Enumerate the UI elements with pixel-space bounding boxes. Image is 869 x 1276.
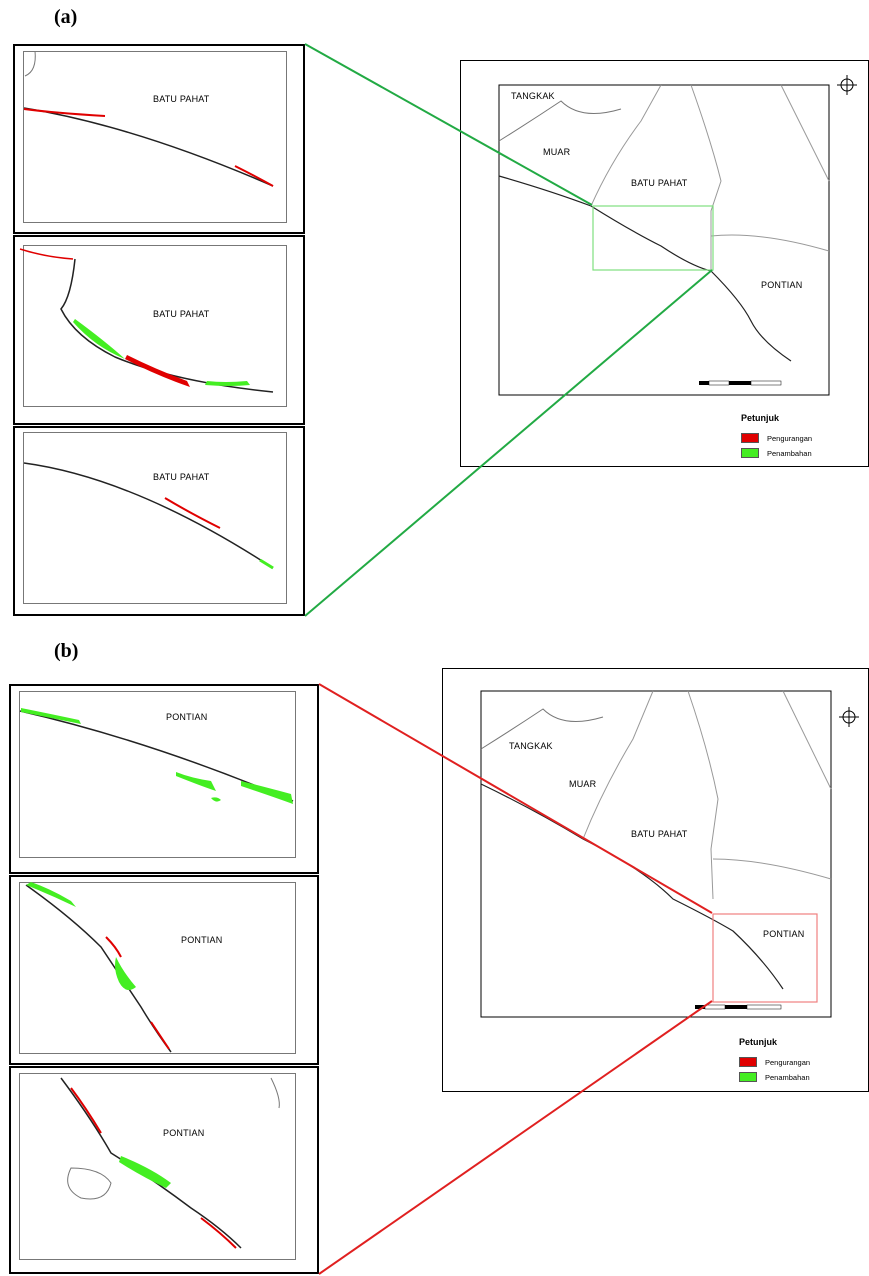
legend-a-label-gain: Penambahan: [767, 448, 812, 458]
overview-map-a-drawing: [498, 75, 857, 396]
overview-b-label-tangkak: TANGKAK: [509, 741, 553, 751]
overview-map-b-drawing: [480, 690, 859, 1018]
detail-map-a1-label: BATU PAHAT: [153, 94, 210, 104]
detail-map-a3-label: BATU PAHAT: [153, 472, 210, 482]
detail-map-b2-label: PONTIAN: [181, 935, 223, 945]
panel-a-label: (a): [54, 6, 78, 28]
legend-b-item-loss: Pengurangan: [739, 1057, 810, 1067]
detail-map-b3: PONTIAN: [9, 1066, 319, 1274]
legend-b-swatch-loss: [739, 1057, 757, 1067]
detail-map-b2: PONTIAN: [9, 875, 319, 1065]
overview-map-a: TANGKAK MUAR BATU PAHAT PONTIAN Petunjuk…: [460, 60, 869, 467]
legend-a-label-loss: Pengurangan: [767, 433, 813, 443]
overview-b-label-pontian: PONTIAN: [763, 929, 805, 939]
overview-a-label-muar: MUAR: [543, 147, 571, 157]
coastline-a3: [23, 462, 274, 570]
detail-map-a2-label: BATU PAHAT: [153, 309, 210, 319]
coastline-b3: [60, 1077, 280, 1249]
detail-map-a2: BATU PAHAT: [13, 235, 305, 425]
detail-map-b1: PONTIAN: [9, 684, 319, 874]
overview-map-b: TANGKAK MUAR BATU PAHAT PONTIAN Petunjuk…: [442, 668, 869, 1092]
legend-b-swatch-gain: [739, 1072, 757, 1082]
legend-a-title: Petunjuk: [741, 413, 780, 423]
legend-b-title: Petunjuk: [739, 1037, 778, 1047]
legend-b-item-gain: Penambahan: [739, 1072, 810, 1082]
coastline-a2: [19, 248, 274, 393]
legend-a-item-gain: Penambahan: [741, 448, 812, 458]
detail-map-a3: BATU PAHAT: [13, 426, 305, 616]
legend-b-label-gain: Penambahan: [765, 1072, 810, 1082]
coastline-a1: [23, 50, 274, 187]
overview-b-label-batu-pahat: BATU PAHAT: [631, 829, 688, 839]
coastline-b2: [25, 882, 172, 1053]
legend-a-item-loss: Pengurangan: [741, 433, 812, 443]
overview-a-label-pontian: PONTIAN: [761, 280, 803, 290]
overview-a-label-batu-pahat: BATU PAHAT: [631, 178, 688, 188]
overview-b-label-muar: MUAR: [569, 779, 597, 789]
overview-a-label-tangkak: TANGKAK: [511, 91, 555, 101]
legend-b-label-loss: Pengurangan: [765, 1057, 811, 1067]
detail-map-b1-label: PONTIAN: [166, 712, 208, 722]
legend-a-swatch-gain: [741, 448, 759, 458]
legend-a-swatch-loss: [741, 433, 759, 443]
coastline-b1: [19, 708, 294, 804]
panel-b-label: (b): [54, 640, 79, 662]
detail-map-b3-label: PONTIAN: [163, 1128, 205, 1138]
detail-map-a1: BATU PAHAT: [13, 44, 305, 234]
